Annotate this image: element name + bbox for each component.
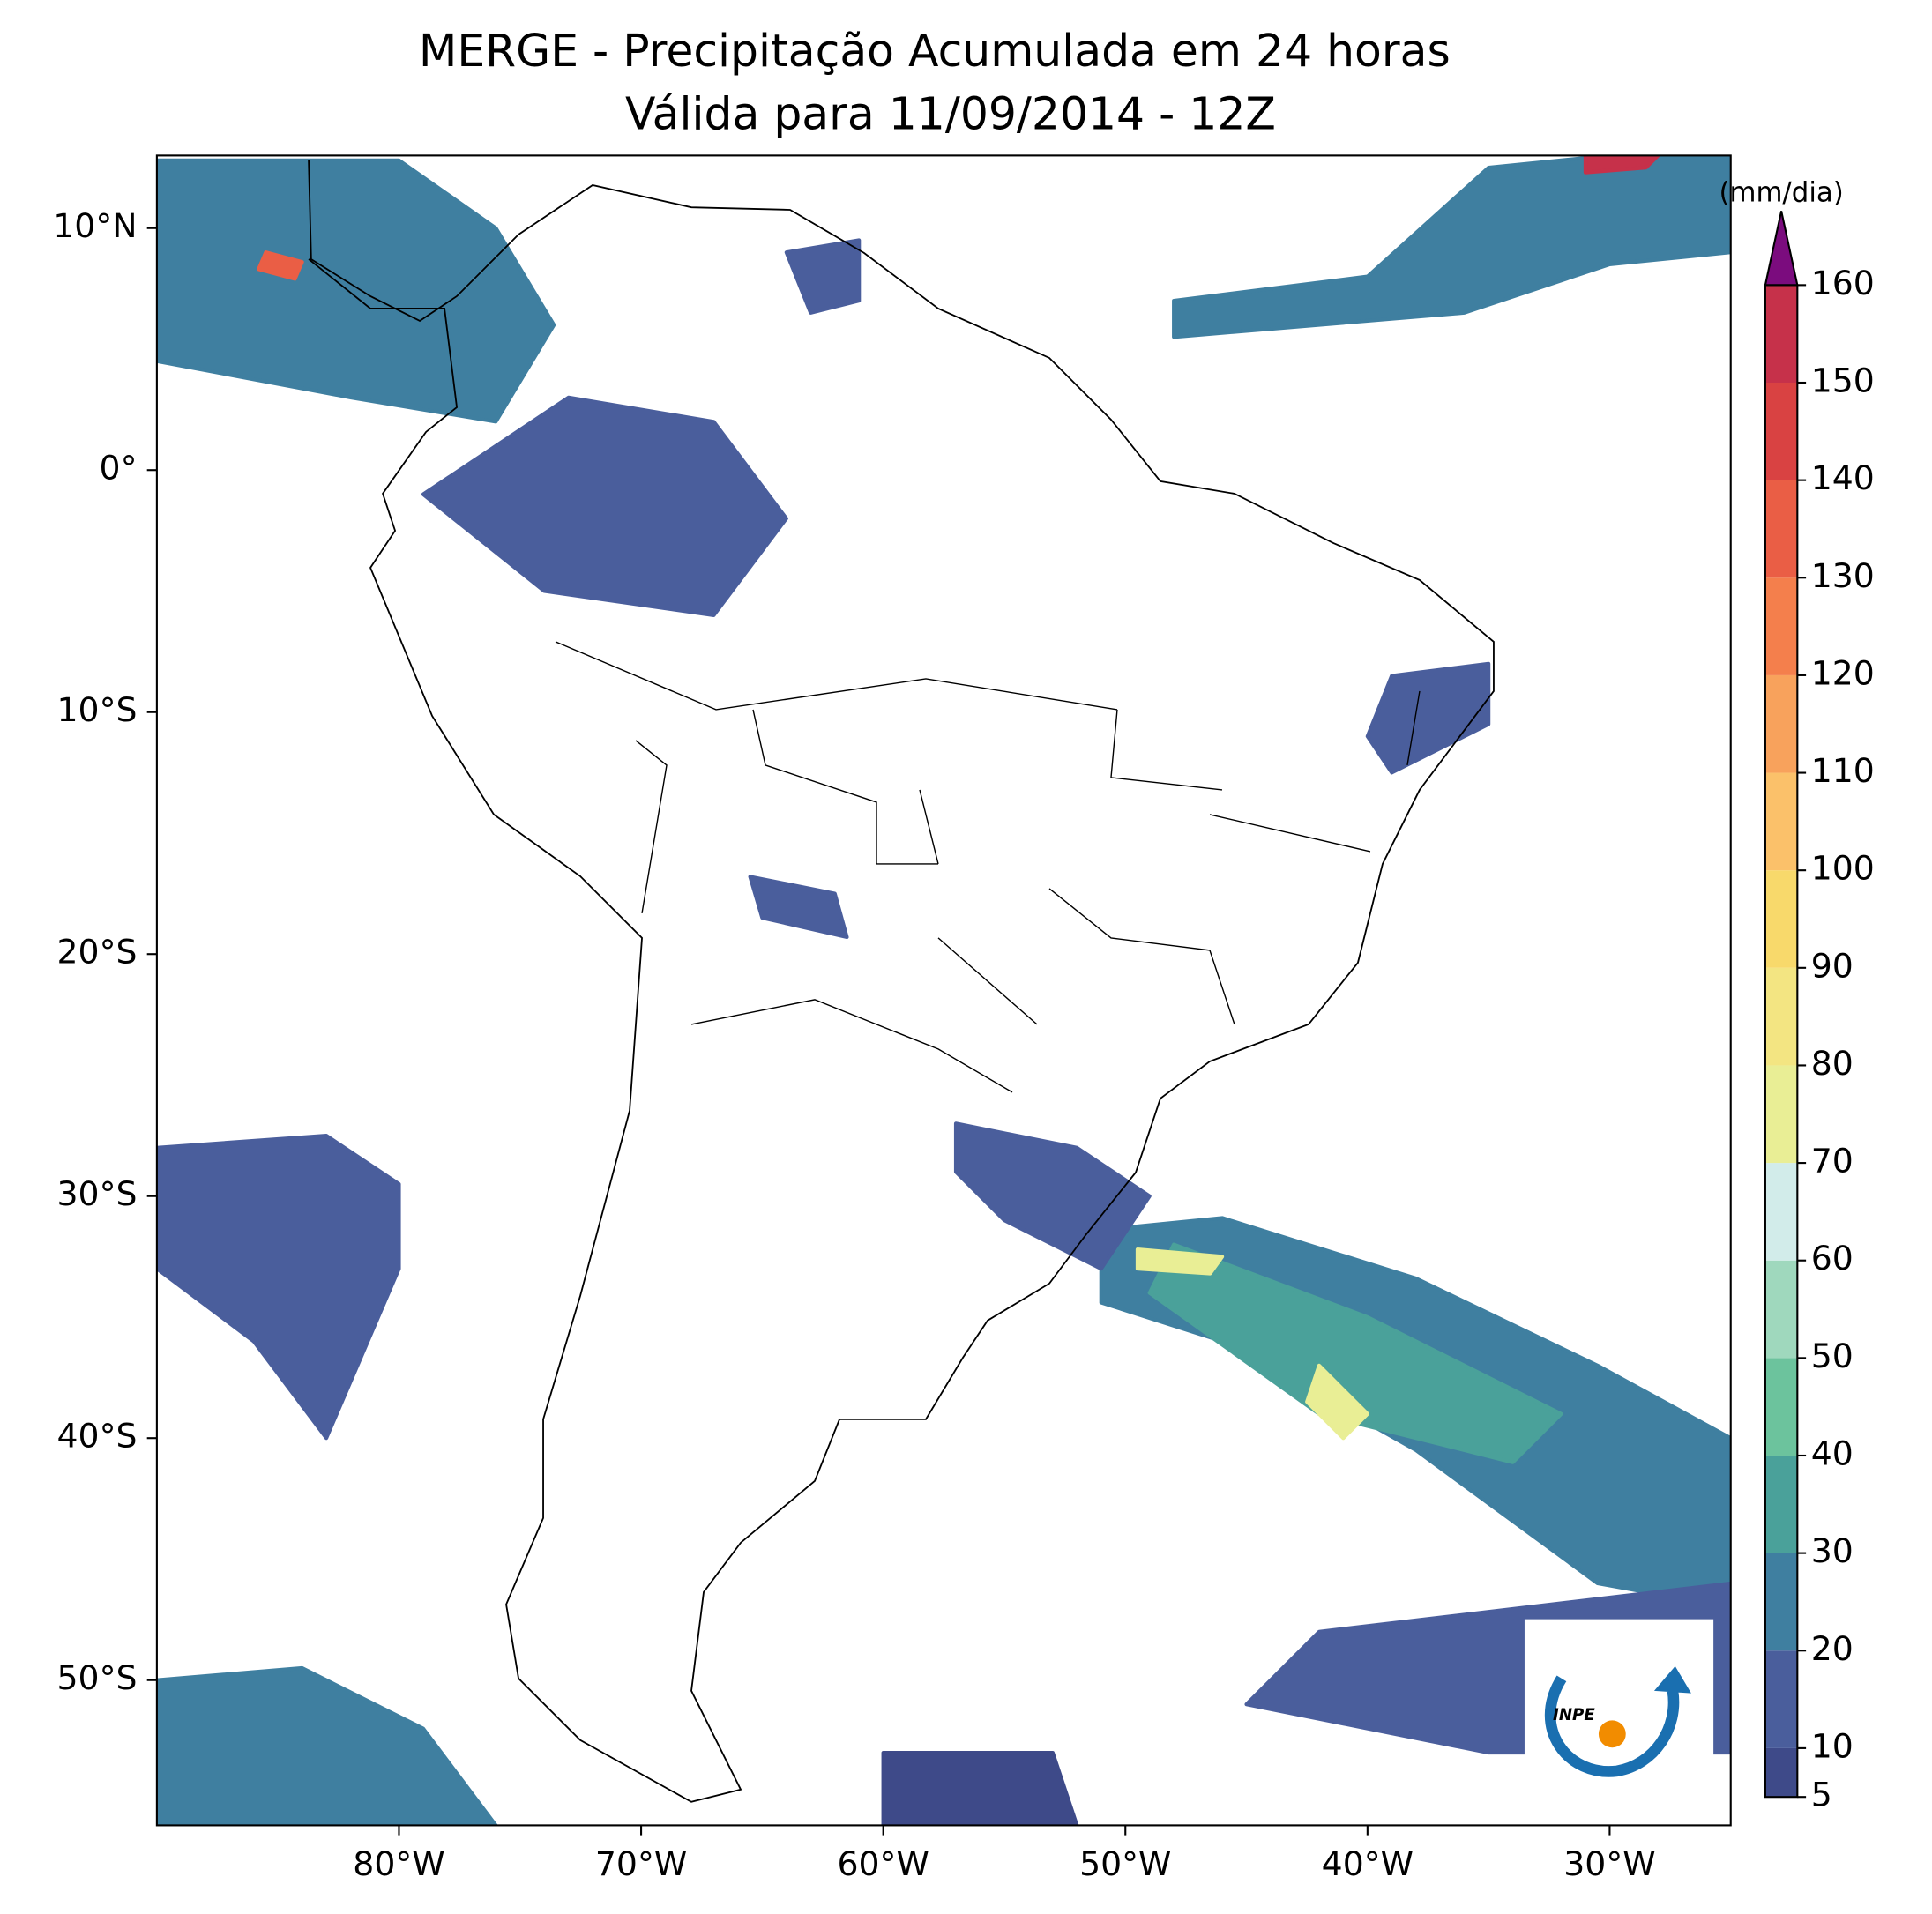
precip-area (953, 1121, 1152, 1271)
colorbar-tick-label: 5 (1811, 1776, 1832, 1814)
logo-arrow (1653, 1665, 1691, 1694)
x-tick-label: 50°W (1079, 1844, 1171, 1883)
y-tick-label: 20°S (57, 933, 138, 972)
colorbar-tick-label: 20 (1811, 1629, 1854, 1668)
y-tick-label: 0° (100, 449, 138, 488)
x-tick-label: 60°W (837, 1844, 929, 1883)
precip-area (156, 1133, 401, 1441)
colorbar-tick-label: 60 (1811, 1239, 1854, 1277)
precip-area (156, 158, 556, 424)
colorbar-band (1764, 967, 1798, 1066)
borders (555, 641, 1421, 1093)
colorbar-tick-label: 120 (1811, 653, 1875, 692)
logo-text: INPE (1553, 1706, 1595, 1724)
colorbar-tick-label: 40 (1811, 1434, 1854, 1472)
precip-area (748, 875, 849, 940)
colorbar-band (1764, 1260, 1798, 1359)
colorbar-band (1764, 870, 1798, 968)
colorbar-tick-label: 50 (1811, 1337, 1854, 1375)
logo-arc (1545, 1675, 1680, 1777)
precipitation-layer (156, 155, 1731, 1826)
colorbar-tick-label: 80 (1811, 1044, 1854, 1083)
colorbar-band (1764, 1358, 1798, 1456)
precip-area (156, 1665, 498, 1826)
precip-area (1365, 661, 1491, 775)
colorbar-band (1764, 1065, 1798, 1164)
y-tick-label: 40°S (57, 1417, 138, 1456)
colorbar-band (1764, 674, 1798, 773)
colorbar-band (1764, 577, 1798, 675)
colorbar-tick-label: 100 (1811, 849, 1875, 888)
colorbar-band (1764, 383, 1798, 480)
y-tick-label: 10°S (57, 690, 138, 729)
colorbar-tick-label: 150 (1811, 361, 1875, 400)
colorbar-band (1764, 772, 1798, 871)
colorbar-tick-label: 130 (1811, 556, 1875, 595)
coast-outline (308, 160, 1495, 1803)
precip-area (881, 1750, 1079, 1826)
colorbar-frame (1764, 284, 1799, 1799)
colorbar-band (1764, 1455, 1798, 1553)
colorbar-band (1764, 1747, 1798, 1798)
colorbar-tick-label: 140 (1811, 458, 1875, 497)
y-tick-label: 50°S (57, 1658, 138, 1697)
x-tick-label: 80°W (353, 1844, 444, 1883)
y-tick-label: 30°S (57, 1174, 138, 1213)
colorbar-band (1764, 480, 1798, 578)
axes: 80°W 70°W 60°W 50°W 40°W 30°W 10°N 0° 10°S 20°S 30… (53, 206, 1655, 1883)
colorbar-tick-label: 10 (1811, 1726, 1854, 1765)
subtitle: Válida para 11/09/2014 - 12Z (625, 87, 1276, 139)
precip-area (1583, 155, 1660, 175)
precip-area (1135, 1247, 1225, 1276)
map-frame (155, 154, 1732, 1827)
colorbar-label: (mm/dia) (1719, 176, 1843, 208)
colorbar-band (1764, 1163, 1798, 1261)
precip-area (421, 395, 788, 618)
y-tick-label: 10°N (53, 206, 137, 245)
colorbar-extension (1764, 211, 1799, 287)
colorbar-tick-label: 30 (1811, 1531, 1854, 1570)
precip-area (1147, 1242, 1563, 1464)
x-tick-label: 40°W (1322, 1844, 1414, 1883)
precip-area (784, 238, 862, 315)
inpe-logo: INPE (1524, 1619, 1714, 1790)
precip-area (1172, 155, 1731, 339)
coastline (308, 160, 1495, 1803)
precip-area (1305, 1363, 1369, 1441)
x-tick-label: 30°W (1563, 1844, 1655, 1883)
colorbar-tick-label: 70 (1811, 1142, 1854, 1180)
colorbar-tick-label: 160 (1811, 264, 1875, 302)
colorbar-tick-label: 110 (1811, 751, 1875, 790)
logo-dot (1598, 1720, 1626, 1748)
colorbar-band (1764, 1553, 1798, 1651)
colorbar-band (1764, 1650, 1798, 1748)
colorbar-band (1764, 285, 1798, 384)
colorbar: 5 10 20 30 40 50 60 70 80 90 100 110 120 130 140 150 160… (1719, 176, 1874, 1813)
colorbar-tick-label: 90 (1811, 946, 1854, 985)
x-tick-label: 70°W (595, 1844, 687, 1883)
precip-area (257, 250, 304, 281)
title: MERGE - Precipitação Acumulada em 24 hor… (419, 25, 1451, 77)
